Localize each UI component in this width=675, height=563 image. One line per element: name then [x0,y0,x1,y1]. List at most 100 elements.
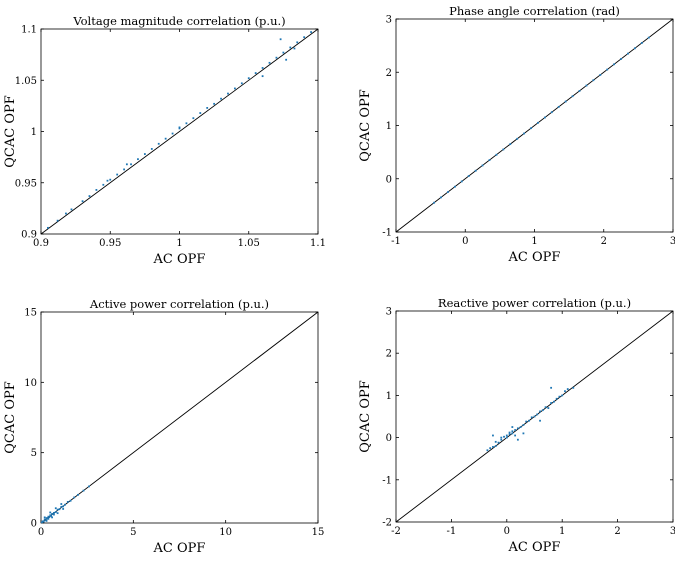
data-point [102,183,105,186]
data-point [49,514,52,517]
data-point [552,400,555,403]
data-point [453,185,456,188]
data-point [42,520,45,523]
data-point [220,97,222,100]
data-point [557,105,560,108]
data-point [627,52,629,55]
x-tick-label: 1 [176,238,182,249]
data-point [525,420,528,423]
data-point [137,158,139,161]
data-point [106,179,109,182]
chart-title: Reactive power correlation (p.u.) [438,296,631,310]
chart-panel-2: -1 0 1 2 3 -1 0 1 2 3 Phase angle correlation (rad… [358,4,675,265]
x-tick-label: 15 [312,527,325,538]
data-point [530,416,533,419]
data-point [192,117,195,120]
y-tick-label: 15 [24,308,37,319]
data-point [116,173,119,176]
x-tick-label: 5 [130,527,136,538]
data-point [213,102,216,105]
y-tick-label: 0 [31,519,37,530]
data-point [505,436,508,439]
data-point [564,100,567,103]
data-point [494,440,497,443]
data-point [77,493,79,496]
data-point [481,164,484,167]
data-point [50,515,53,517]
data-point [511,432,514,435]
data-point [503,435,505,438]
data-point [275,56,278,59]
data-point [45,519,48,522]
x-tick-label: 2 [601,236,607,247]
data-point [88,485,90,488]
data-point [206,107,209,109]
data-point [143,153,146,155]
y-tick-label: 0.9 [21,230,37,241]
y-tick-label: 2 [386,349,392,360]
data-point [109,178,112,181]
data-point [505,434,508,437]
data-point [247,77,250,80]
data-point [433,201,435,204]
data-point [60,505,63,508]
data-point [43,516,46,519]
data-point [43,518,46,521]
data-point [47,515,50,518]
data-point [522,432,525,435]
data-point [488,159,491,162]
data-point [60,503,63,505]
chart-panel-3: 0 5 10 15 0 5 10 15 Active power correlation (p.… [3,297,324,556]
x-tick-label: 0.9 [33,238,49,249]
data-point [171,132,174,135]
data-point [447,191,449,193]
y-tick-label: 3 [386,15,392,26]
x-tick-label: 0 [504,526,510,537]
data-point [647,36,650,39]
x-tick-label: 0 [38,527,44,538]
data-point [41,521,43,524]
data-point [240,82,243,85]
data-point [634,47,636,50]
data-point [47,226,49,229]
x-tick-label: 2 [614,526,620,537]
data-point [467,175,470,177]
data-point [440,196,442,199]
data-point [69,499,72,502]
data-point [164,137,167,140]
data-point [49,511,52,514]
data-point [544,406,547,409]
data-point [500,436,503,439]
data-point [73,496,76,499]
data-point [572,386,575,389]
data-point [474,169,477,172]
data-point [45,517,48,519]
data-point [514,429,517,431]
x-tick-label: 3 [670,236,675,247]
data-point [592,79,595,82]
data-point [130,163,132,166]
data-point [508,433,511,436]
data-point [51,512,53,515]
chart-title: Voltage magnitude correlation (p.u.) [72,14,285,28]
y-tick-label: -2 [382,518,392,529]
data-point [516,137,519,140]
y-tick-label: 10 [24,378,37,389]
data-point [53,513,55,516]
y-tick-label: 1.05 [15,76,37,87]
data-point [82,489,85,492]
data-point [289,46,292,49]
data-point [530,127,532,130]
data-point [178,127,181,130]
data-point [185,122,188,125]
data-point [550,402,553,404]
data-point [56,219,59,222]
data-point [494,445,497,447]
data-point [65,212,67,215]
data-point [561,394,564,397]
x-tick-label: 1.05 [238,238,260,249]
chart-title: Active power correlation (p.u.) [89,297,269,311]
data-point [150,148,153,150]
x-tick-label: 1 [559,526,565,537]
data-point [500,438,503,441]
